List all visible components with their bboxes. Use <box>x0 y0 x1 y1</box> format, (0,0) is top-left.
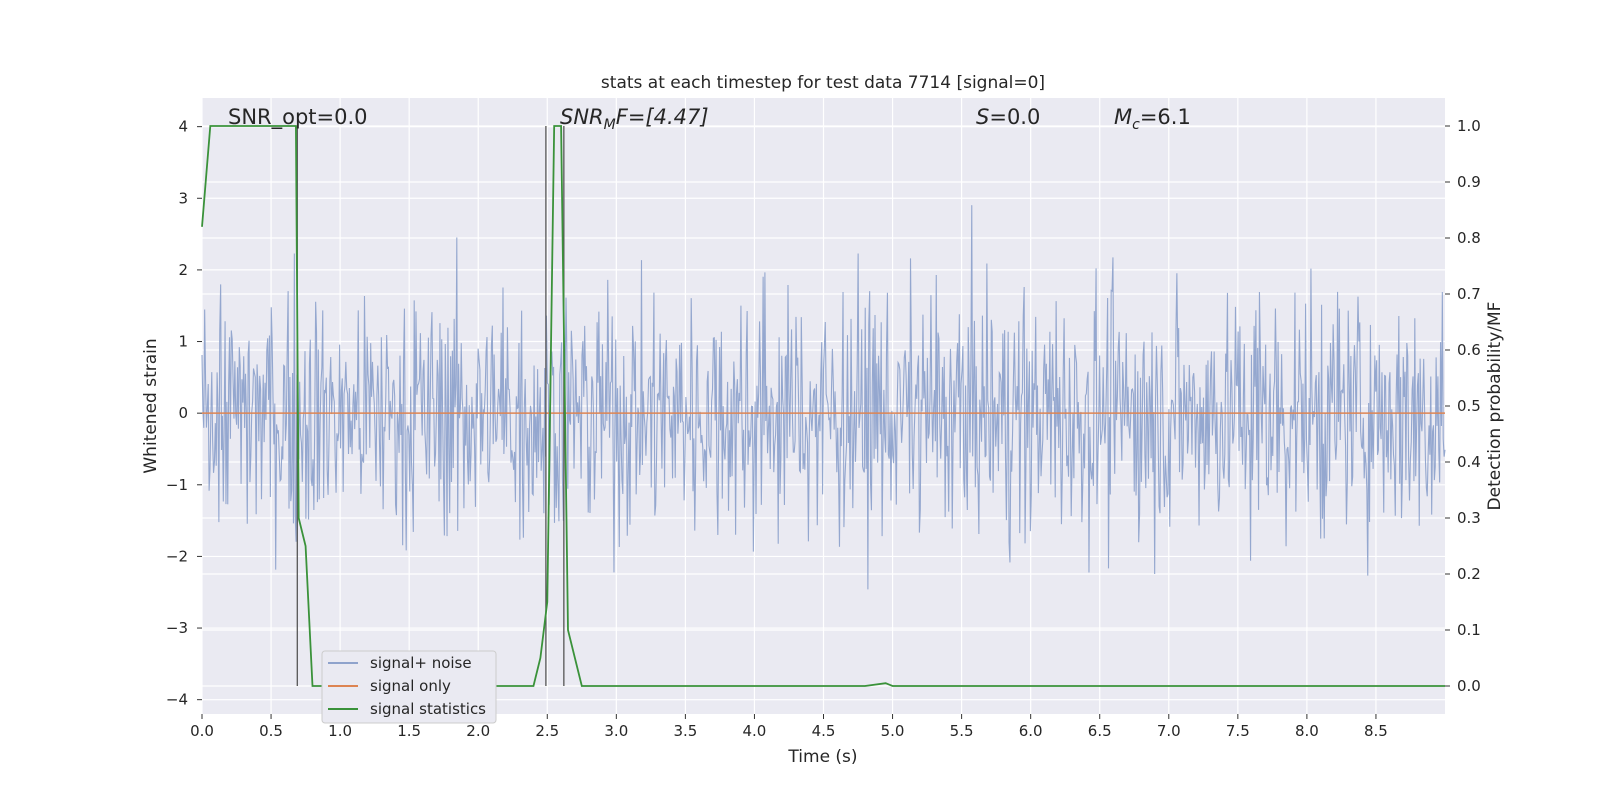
x-tick-label: 4.0 <box>743 722 767 740</box>
annotation-mc: Mc=6.1 <box>1114 105 1191 133</box>
y-right-tick-label: 0.2 <box>1457 565 1481 583</box>
x-tick-label: 6.0 <box>1019 722 1043 740</box>
y-left-tick-label: −3 <box>166 619 188 637</box>
y-right-axis-label: Detection probability/MF <box>1485 302 1505 511</box>
legend-label-noise: signal+ noise <box>370 654 472 672</box>
y-right-tick-label: 0.9 <box>1457 173 1481 191</box>
y-left-axis-ticks: 4 3 2 1 0 −1 −2 −3 −4 <box>166 118 202 709</box>
y-right-tick-label: 0.4 <box>1457 453 1481 471</box>
y-right-tick-label: 0.0 <box>1457 677 1481 695</box>
x-tick-label: 5.5 <box>950 722 974 740</box>
x-tick-label: 3.5 <box>673 722 697 740</box>
x-tick-label: 2.0 <box>466 722 490 740</box>
legend-label-stats: signal statistics <box>370 700 486 718</box>
chart-title: stats at each timestep for test data 771… <box>601 73 1045 93</box>
annotation-s-value: =0.0 <box>989 105 1040 129</box>
series-line-stats <box>201 125 1445 687</box>
x-tick-label: 7.5 <box>1226 722 1250 740</box>
y-left-tick-label: −4 <box>166 691 188 709</box>
x-tick-label: 4.5 <box>812 722 836 740</box>
y-left-tick-label: 3 <box>178 189 188 207</box>
y-left-axis-label: Whitened strain <box>141 338 161 473</box>
annotation-s-main: S <box>976 105 989 129</box>
annotation-s: S=0.0 <box>976 105 1040 129</box>
annotation-snr-mf-sub: M <box>604 117 616 133</box>
stats-series <box>201 125 1445 687</box>
y-right-axis-ticks: 1.0 0.9 0.8 0.7 0.6 0.5 0.4 0.3 0.2 0.1 0.0 <box>1445 117 1481 695</box>
y-right-tick-label: 0.6 <box>1457 341 1481 359</box>
y-left-tick-label: 2 <box>178 261 188 279</box>
x-tick-label: 0.0 <box>190 722 214 740</box>
x-tick-label: 8.5 <box>1364 722 1388 740</box>
x-tick-label: 3.0 <box>604 722 628 740</box>
legend: signal+ noise signal only signal statist… <box>321 650 497 724</box>
y-right-tick-label: 0.8 <box>1457 229 1481 247</box>
annotation-snr-opt: SNR_opt=0.0 <box>228 105 368 130</box>
x-tick-label: 2.5 <box>535 722 559 740</box>
y-left-tick-label: −1 <box>166 476 188 494</box>
x-tick-label: 6.5 <box>1088 722 1112 740</box>
annotation-mc-value: =6.1 <box>1140 105 1191 129</box>
x-axis-label: Time (s) <box>787 747 857 767</box>
x-axis-ticks: 0.0 0.5 1.0 1.5 2.0 2.5 3.0 3.5 4.0 4.5 5.0 5.5 6.0 6… <box>190 714 1388 740</box>
noise-series <box>201 205 1446 590</box>
y-right-tick-label: 1.0 <box>1457 117 1481 135</box>
series-line-noise <box>201 205 1446 590</box>
x-tick-label: 7.0 <box>1157 722 1181 740</box>
y-left-tick-label: 4 <box>178 118 188 136</box>
annotations: SNR_opt=0.0 SNRMF=[4.47] S=0.0 Mc=6.1 <box>228 105 1191 133</box>
annotation-snr-mf-main: SNR <box>560 105 604 129</box>
x-tick-label: 0.5 <box>259 722 283 740</box>
y-left-tick-label: 0 <box>178 404 188 422</box>
x-tick-label: 5.0 <box>881 722 905 740</box>
y-right-tick-label: 0.5 <box>1457 397 1481 415</box>
y-right-tick-label: 0.7 <box>1457 285 1481 303</box>
x-tick-label: 1.0 <box>328 722 352 740</box>
legend-label-signal: signal only <box>370 677 451 695</box>
x-tick-label: 8.0 <box>1295 722 1319 740</box>
annotation-snr-mf: SNRMF=[4.47] <box>560 105 709 133</box>
x-tick-label: 1.5 <box>397 722 421 740</box>
legend-box <box>321 650 497 724</box>
y-right-tick-label: 0.1 <box>1457 621 1481 639</box>
annotation-mc-sub: c <box>1132 117 1140 133</box>
y-right-tick-label: 0.3 <box>1457 509 1481 527</box>
y-left-tick-label: −2 <box>166 547 188 565</box>
y-left-tick-label: 1 <box>178 333 188 351</box>
annotation-snr-mf-f: F=[4.47] <box>616 105 709 129</box>
annotation-mc-main: M <box>1114 105 1132 129</box>
